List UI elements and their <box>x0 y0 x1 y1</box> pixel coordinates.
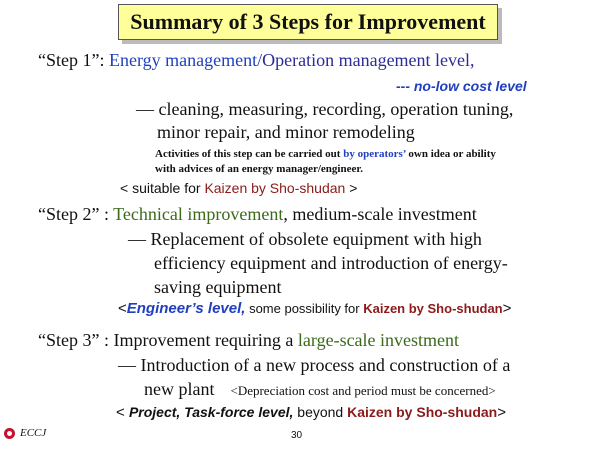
step2-eng-a: < <box>118 300 127 317</box>
step1-level: --- no-low cost level <box>396 78 527 94</box>
step2-engineer-line: <Engineer’s level, some possibility for … <box>118 300 511 318</box>
step3-heading: “Step 3” : Improvement requiring a large… <box>38 330 459 351</box>
step2-heading-b: , medium-scale investment <box>283 204 477 224</box>
step1-note1-a: Activities of this step can be carried o… <box>155 148 344 160</box>
step2-heading: “Step 2” : Technical improvement, medium… <box>38 204 477 225</box>
step2-eng-c: some possibility for <box>245 301 364 316</box>
step1-line2: minor repair, and minor remodeling <box>157 122 415 142</box>
eccj-logo-icon <box>4 428 15 439</box>
step3-project-line: < Project, Task-force level, beyond Kaiz… <box>116 404 506 422</box>
step2-eng-b: Engineer’s level, <box>126 300 246 317</box>
step3-proj-e: > <box>497 404 506 421</box>
step3-proj-a: < <box>116 404 129 421</box>
step3-depreciation-note: <Depreciation cost and period must be co… <box>230 383 496 398</box>
step1-suit-a: < suitable for <box>120 180 205 196</box>
page-number: 30 <box>291 430 303 441</box>
step1-heading: “Step 1”: Energy management/Operation ma… <box>38 50 475 71</box>
step3-line2: new plant <box>144 379 215 399</box>
step2-line1: — Replacement of obsolete equipment with… <box>128 229 482 249</box>
step1-suitable: < suitable for Kaizen by Sho-shudan > <box>120 180 357 196</box>
step2-line2: efficiency equipment and introduction of… <box>154 253 508 273</box>
step1-line1: — cleaning, measuring, recording, operat… <box>136 99 514 119</box>
step1-heading-b: Operation management level, <box>262 50 475 70</box>
step1-note-line2: with advices of an energy manager/engine… <box>155 163 363 175</box>
step1-note1-c: own idea or ability <box>405 148 496 160</box>
step1-suit-c: > <box>345 180 358 196</box>
step1-note-line1: Activities of this step can be carried o… <box>155 148 496 160</box>
footer-org: ECCJ <box>20 427 47 439</box>
step3-line1: — Introduction of a new process and cons… <box>118 355 511 375</box>
step3-heading-b: large-scale investment <box>297 330 460 350</box>
step2-heading-a: Technical improvement <box>113 204 284 224</box>
step3-proj-c: beyond <box>293 404 348 420</box>
step3-proj-b: Project, Task-force level, <box>128 404 294 420</box>
step3-proj-d: Kaizen by Sho-shudan <box>347 404 498 420</box>
step2-label: “Step 2” : <box>38 204 114 224</box>
step2-line3: saving equipment <box>154 277 282 297</box>
title-box: Summary of 3 Steps for Improvement <box>118 4 498 40</box>
step2-eng-d: Kaizen by Sho-shudan <box>363 301 503 316</box>
step3-label: “Step 3” : Improvement requiring a <box>38 330 298 350</box>
step2-eng-e: > <box>502 300 512 317</box>
step1-heading-a: Energy management/ <box>108 50 263 70</box>
page-title: Summary of 3 Steps for Improvement <box>130 9 486 34</box>
step3-line2-row: new plant <Depreciation cost and period m… <box>144 379 496 400</box>
step1-label: “Step 1”: <box>38 50 109 70</box>
step1-suit-b: Kaizen by Sho-shudan <box>204 180 346 196</box>
step1-note1-b: by operators’ <box>343 148 406 160</box>
